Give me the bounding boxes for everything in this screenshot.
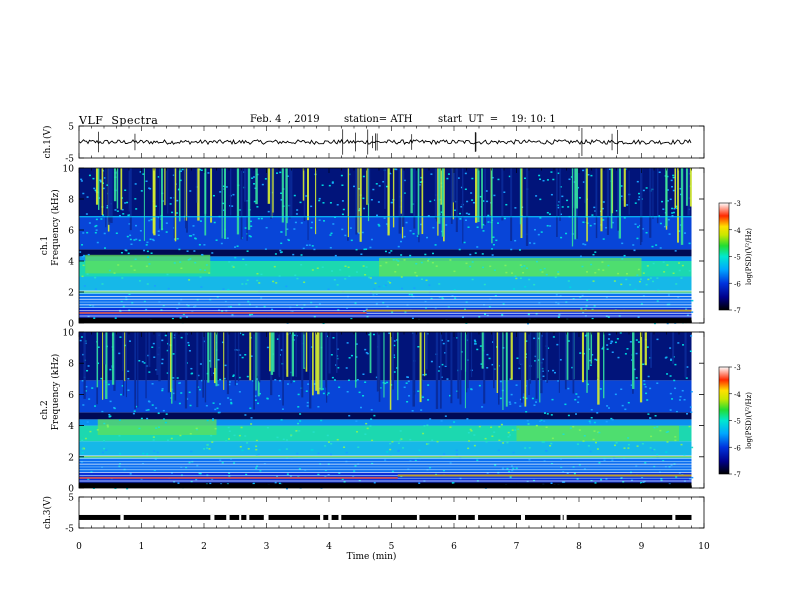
x-tick-label: 9 <box>639 542 645 552</box>
y-tick-label: 6 <box>68 391 74 401</box>
x-tick-label: 4 <box>326 542 332 552</box>
x-axis-label: Time (min) <box>347 551 397 562</box>
colorbar-tick-label: -7 <box>734 307 741 315</box>
y-axis-label: ch.1(V) <box>42 126 53 159</box>
y-axis-label-frequency: Frequency (kHz) <box>50 189 61 266</box>
x-tick-label: 0 <box>76 542 82 552</box>
colorbar-tick-label: -7 <box>734 471 741 479</box>
y-tick-label: 4 <box>68 422 74 432</box>
y-axis-label: ch.3(V) <box>42 496 53 529</box>
spectrogram-ch1 <box>79 168 694 325</box>
y-tick-label: 8 <box>68 360 74 370</box>
colorbar-tick-label: -4 <box>734 391 741 399</box>
y-tick-label: 6 <box>68 227 74 237</box>
x-tick-label: 7 <box>514 542 520 552</box>
colorbar-tick-label: -3 <box>734 200 741 208</box>
colorbar-tick-label: -5 <box>734 418 741 426</box>
x-tick-label: 10 <box>698 542 710 552</box>
y-tick-label: 0 <box>68 320 74 330</box>
voltage-trace-ch3 <box>79 514 692 520</box>
colorbar <box>718 202 730 311</box>
y-tick-label: -5 <box>65 525 74 535</box>
colorbar-tick-label: -4 <box>734 227 741 235</box>
colorbar-label: log(PSD)(V²/Hz) <box>745 392 753 449</box>
start-time-label: start UT = 19: 10: 1 <box>438 114 556 125</box>
station-label: station= ATH <box>344 114 413 125</box>
y-tick-label: -5 <box>65 155 74 165</box>
colorbar-tick-label: -6 <box>734 444 741 452</box>
figure-title: VLF Spectra <box>79 114 159 127</box>
y-axis-label-frequency: Frequency (kHz) <box>50 354 61 431</box>
y-tick-label: 5 <box>68 494 74 504</box>
y-axis-label-channel: ch.1 <box>40 236 50 255</box>
colorbar-tick-label: -3 <box>734 364 741 372</box>
y-tick-label: 2 <box>68 289 74 299</box>
x-tick-label: 3 <box>264 542 270 552</box>
y-tick-label: 8 <box>68 196 74 206</box>
colorbar-label: log(PSD)(V²/Hz) <box>745 228 753 285</box>
date-label: Feb. 4 , 2019 <box>250 114 320 125</box>
y-tick-label: 10 <box>63 165 75 175</box>
y-tick-label: 0 <box>68 485 74 495</box>
y-tick-label: 4 <box>68 258 74 268</box>
colorbar <box>718 366 730 475</box>
x-tick-label: 8 <box>576 542 582 552</box>
x-tick-label: 2 <box>201 542 207 552</box>
colorbar-tick-label: -6 <box>734 280 741 288</box>
spectrogram-ch2 <box>79 332 694 490</box>
y-tick-label: 5 <box>68 123 74 133</box>
y-tick-label: 2 <box>68 453 74 463</box>
y-axis-label-channel: ch.2 <box>40 400 50 419</box>
x-tick-label: 6 <box>451 542 457 552</box>
x-tick-label: 1 <box>139 542 145 552</box>
voltage-trace-ch1 <box>78 127 692 157</box>
y-tick-label: 10 <box>63 329 75 339</box>
colorbar-tick-label: -5 <box>734 254 741 262</box>
x-tick-label: 5 <box>389 542 395 552</box>
